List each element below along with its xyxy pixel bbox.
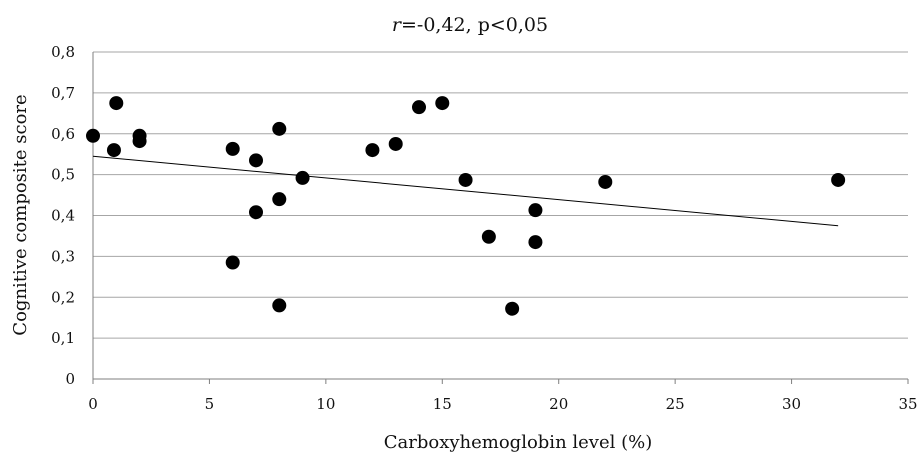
x-tick-label: 10	[316, 395, 335, 413]
y-tick-label: 0,3	[51, 247, 75, 265]
data-point	[109, 96, 124, 111]
chart-title-r: r	[392, 14, 403, 36]
data-point	[249, 205, 263, 220]
data-point	[106, 143, 121, 158]
data-point	[132, 134, 147, 149]
x-tick-label: 20	[549, 395, 568, 413]
y-tick-label: 0,8	[51, 43, 75, 61]
data-point	[505, 301, 520, 316]
data-point	[481, 229, 496, 244]
chart-title-stats: =-0,42, p<0,05	[401, 14, 548, 36]
data-point	[388, 136, 403, 151]
data-point	[272, 121, 287, 136]
x-tick-label: 5	[205, 395, 215, 413]
gridlines	[93, 51, 908, 339]
data-point	[458, 172, 473, 187]
trendline-group	[92, 155, 839, 227]
data-point	[831, 172, 846, 187]
y-tick-label: 0,1	[51, 329, 75, 347]
data-point	[435, 96, 450, 111]
data-point	[272, 298, 287, 313]
data-point	[412, 100, 426, 115]
data-point	[225, 255, 240, 270]
data-point	[225, 141, 240, 156]
y-tick-label: 0,5	[51, 166, 75, 184]
x-tick-label: 35	[898, 395, 917, 413]
data-point	[598, 174, 613, 189]
chart-title: r=-0,42, p<0,05	[392, 14, 548, 36]
x-tick-label: 0	[88, 395, 98, 413]
x-axis-label: Carboxyhemoglobin level (%)	[384, 432, 653, 453]
y-tick-label: 0,7	[51, 84, 75, 102]
data-point	[86, 128, 100, 143]
y-tick-label: 0,4	[51, 207, 75, 225]
trendline	[92, 155, 839, 227]
data-point	[249, 153, 263, 168]
x-tick-label: 30	[782, 395, 801, 413]
y-axis-label: Cognitive composite score	[10, 94, 31, 335]
data-point	[272, 192, 287, 207]
data-point	[365, 143, 380, 158]
y-tick-label: 0,2	[51, 288, 75, 306]
x-tick-label: 15	[433, 395, 452, 413]
data-points	[86, 96, 846, 316]
y-tick-label: 0	[65, 370, 75, 388]
x-tick-label: 25	[666, 395, 685, 413]
data-point	[295, 170, 310, 185]
data-point	[528, 203, 543, 218]
y-tick-labels: 0 0,1 0,2 0,3 0,4 0,5 0,6 0,7 0,8	[51, 43, 75, 388]
y-tick-label: 0,6	[51, 125, 75, 143]
data-point	[528, 235, 543, 250]
x-tick-labels: 0 5 10 15 20 25 30 35	[88, 395, 917, 413]
axes	[92, 52, 909, 384]
